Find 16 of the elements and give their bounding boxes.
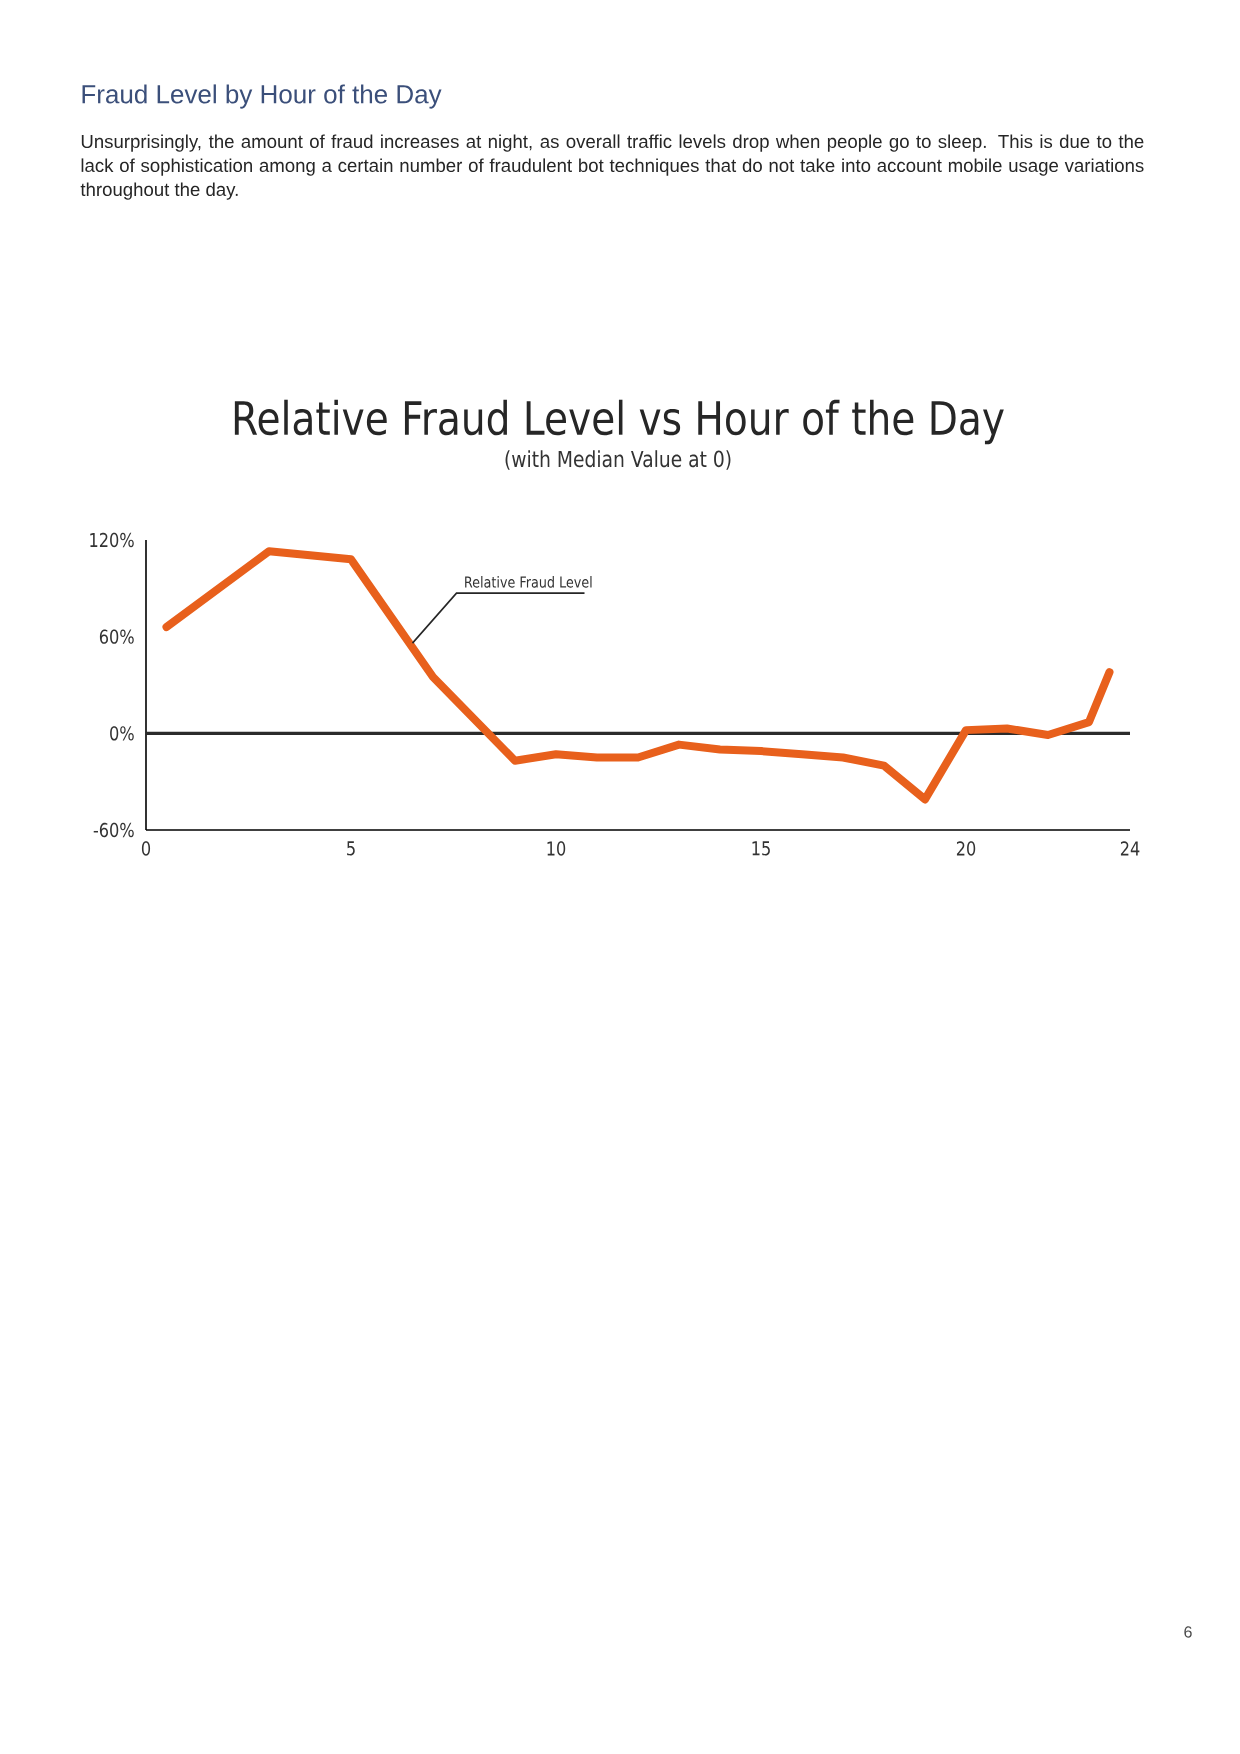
y-tick-label: 60% [99, 629, 134, 644]
text: Unsurprisingly, the amount of fraud increases at night, as overall traffic levels drop when people go to sleep. This is due to the lack of sophistication among a certain number of fraudulent bot techniques that do not take into account mobile usage variations throughout the day. [80, 134, 1144, 200]
x-tick-label: 15 [752, 841, 770, 856]
y-tick-label: -60% [93, 822, 134, 838]
y-tick-label: 120% [90, 532, 134, 548]
x-tick-label: 10 [547, 841, 566, 856]
x-tick-label: 5 [347, 841, 355, 856]
chart-subtitle: (with Median Value at 0) [505, 450, 731, 470]
annotation: Relative Fraud Level [465, 576, 592, 588]
y-tick-label: 0% [110, 726, 134, 741]
chart-title: Relative Fraud Level vs Hour of the Day [234, 399, 1004, 445]
text: 6 [1184, 1626, 1192, 1638]
x-tick-label: 20 [956, 841, 976, 856]
x-tick-label: 24 [1120, 841, 1140, 856]
x-tick-label: 0 [141, 841, 151, 856]
text: Fraud Level by Hour of the Day [82, 84, 442, 109]
